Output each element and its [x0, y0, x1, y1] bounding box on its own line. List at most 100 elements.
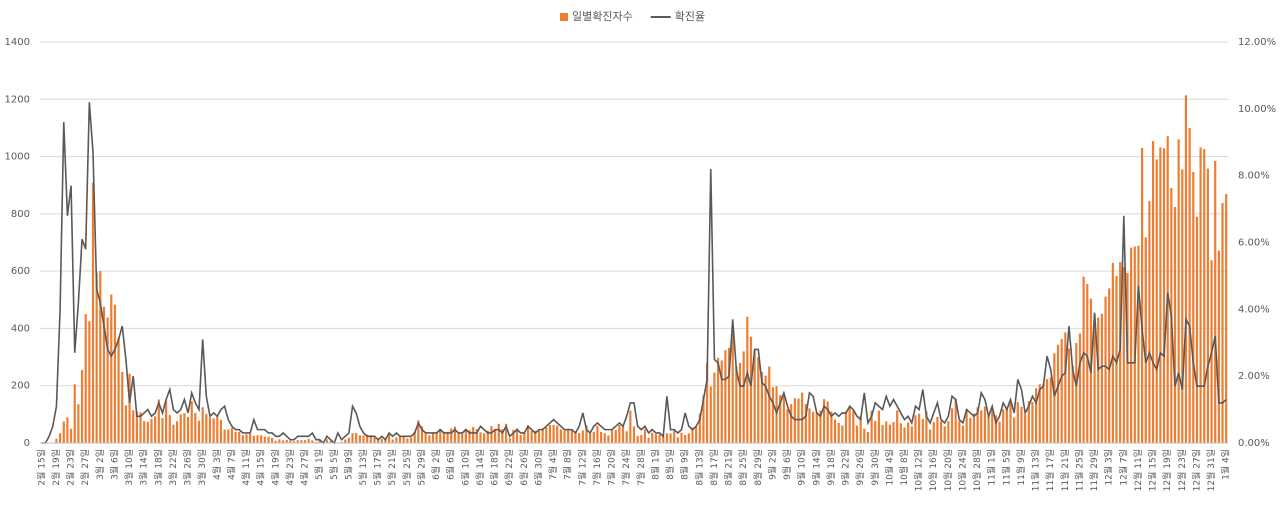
bar	[757, 357, 760, 443]
x-tick-label: 10월 24일	[956, 449, 968, 491]
bar	[234, 431, 237, 443]
y2-tick-label: 8.00%	[1238, 171, 1270, 182]
bar	[355, 432, 358, 443]
bar	[157, 399, 160, 443]
bar	[793, 398, 796, 443]
legend-swatch	[560, 13, 568, 21]
bar	[1104, 296, 1107, 443]
bar	[790, 404, 793, 443]
bar	[1108, 288, 1111, 443]
bar	[442, 431, 446, 443]
bar	[406, 438, 409, 443]
bar	[662, 436, 665, 443]
bar	[932, 422, 935, 443]
bar	[1060, 339, 1063, 443]
bar	[281, 440, 285, 443]
bar	[918, 413, 921, 443]
bar	[651, 432, 654, 443]
y-tick-label: 0	[24, 438, 30, 449]
bar	[797, 398, 800, 443]
x-tick-label: 7월 20일	[606, 449, 618, 486]
x-tick-label: 4월 11일	[240, 449, 252, 486]
x-tick-label: 7월 8일	[562, 449, 574, 480]
bar	[446, 431, 449, 443]
x-tick-label: 9월 30일	[869, 449, 881, 486]
bar	[768, 366, 771, 443]
x-tick-label: 8월 13일	[693, 449, 705, 486]
x-tick-label: 5월 13일	[357, 449, 369, 486]
bar	[925, 411, 928, 443]
x-tick-label: 8월 9일	[679, 449, 691, 480]
bar	[939, 421, 943, 443]
bar	[812, 411, 815, 443]
bar	[230, 427, 234, 443]
bar	[600, 431, 603, 443]
x-tick-label: 5월 1일	[313, 449, 325, 480]
bar	[764, 375, 767, 443]
bar	[1188, 127, 1191, 443]
bar	[457, 432, 460, 443]
bar	[903, 427, 906, 443]
bar	[581, 430, 584, 443]
bar	[654, 434, 658, 443]
x-tick-label: 10월 12일	[913, 449, 925, 491]
x-tick-label: 11월 5일	[1000, 449, 1012, 486]
bar	[216, 416, 219, 443]
bar	[563, 430, 566, 443]
bar	[1013, 417, 1016, 443]
x-tick-label: 7월 4일	[547, 449, 559, 480]
bar	[278, 439, 281, 443]
y2-tick-label: 0.00%	[1238, 438, 1270, 449]
bar	[567, 428, 570, 443]
bar	[548, 424, 552, 443]
bar	[815, 412, 818, 443]
bar	[417, 420, 420, 443]
bar	[724, 350, 727, 443]
x-tick-label: 4월 27일	[299, 449, 311, 486]
bar	[782, 395, 785, 443]
x-tick-label: 3월 18일	[152, 449, 164, 486]
bar	[461, 432, 464, 443]
bar	[1155, 159, 1158, 443]
bar	[329, 440, 332, 443]
x-tick-label: 12월 19일	[1161, 449, 1173, 491]
x-tick-label: 11월 1일	[986, 449, 998, 486]
bar	[779, 394, 782, 443]
bar	[1020, 406, 1023, 443]
bar	[139, 412, 142, 443]
bar	[344, 439, 347, 443]
bar	[91, 182, 95, 444]
bar	[526, 425, 530, 443]
bar	[439, 428, 442, 443]
bar	[1075, 343, 1078, 443]
bar	[1195, 216, 1199, 443]
bar	[1184, 95, 1188, 444]
bar	[238, 431, 241, 443]
bar	[300, 440, 303, 443]
y-tick-label: 1000	[5, 152, 30, 163]
bar	[958, 420, 961, 443]
bar	[62, 421, 65, 443]
y2-tick-label: 2.00%	[1238, 371, 1270, 382]
x-tick-label: 2월 19일	[50, 449, 62, 486]
bar	[1016, 402, 1019, 443]
bar	[128, 373, 131, 443]
bar	[413, 431, 416, 443]
bar	[314, 441, 318, 443]
bar	[1137, 245, 1140, 443]
bar	[409, 437, 413, 443]
bar	[625, 431, 628, 443]
x-tick-label: 9월 14일	[810, 449, 822, 486]
bar	[1045, 379, 1049, 443]
x-tick-label: 10월 4일	[883, 449, 895, 486]
bar	[1144, 237, 1147, 443]
bar	[760, 371, 764, 443]
bar	[387, 433, 391, 443]
bar	[183, 413, 186, 443]
bar	[483, 433, 486, 443]
x-tick-label: 7월 28일	[635, 449, 647, 486]
bar	[84, 314, 87, 443]
bar	[1181, 169, 1184, 444]
bar	[822, 399, 826, 443]
